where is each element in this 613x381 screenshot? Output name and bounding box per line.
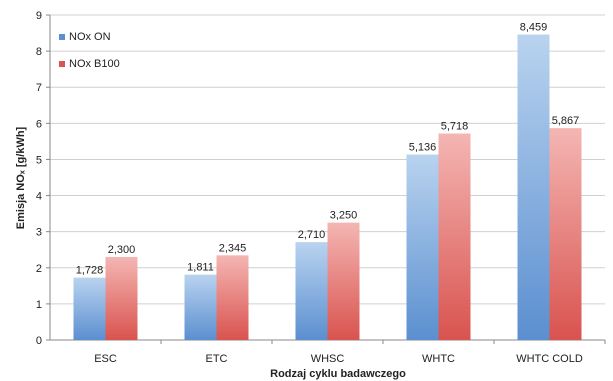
legend-label: NOx ON	[69, 31, 111, 43]
data-label: 5,867	[552, 115, 580, 127]
legend: NOx ON NOx B100	[59, 31, 120, 70]
bar-nox-b100	[216, 255, 249, 340]
data-label: 5,718	[441, 121, 469, 133]
y-tick-label: 3	[36, 227, 42, 239]
x-tick-label: WHTC	[422, 353, 455, 365]
bar-nox-on	[517, 34, 550, 341]
data-label: 1,728	[76, 265, 104, 277]
x-tick-label: WHSC	[311, 353, 345, 365]
y-tick-label: 0	[36, 335, 42, 347]
y-tick-label: 9	[36, 10, 42, 22]
data-label: 8,459	[520, 22, 548, 34]
data-label: 1,811	[187, 262, 214, 274]
grid-lines	[50, 14, 605, 305]
x-tick-label: ESC	[94, 353, 117, 365]
data-label: 2,345	[219, 242, 247, 254]
data-label: 2,300	[108, 244, 136, 256]
x-axis-title: Rodzaj cyklu badawczego	[270, 368, 406, 380]
data-label: 2,710	[298, 229, 326, 241]
y-tick-label: 4	[36, 191, 42, 203]
y-tick-label: 8	[36, 46, 42, 58]
y-tick-label: 5	[36, 154, 42, 166]
x-tick-label: ETC	[206, 353, 228, 365]
y-tick-label: 1	[36, 299, 42, 311]
bars	[73, 34, 582, 341]
axes: 0 1 2 3 4 5 6 7 8 9 ESC ETC WHSC WHTC WHTC COLD	[36, 10, 606, 365]
legend-label: NOx B100	[69, 58, 120, 70]
bar-nox-on	[73, 277, 106, 340]
y-tick-label: 2	[36, 263, 42, 275]
legend-swatch	[59, 34, 65, 40]
bar-nox-on	[295, 242, 328, 340]
x-tick-label: WHTC COLD	[516, 353, 583, 365]
bar-nox-b100	[438, 133, 471, 340]
y-tick-label: 6	[36, 118, 42, 130]
bar-nox-b100	[105, 256, 138, 340]
data-label: 3,250	[330, 210, 358, 222]
y-axis-title: Emisja NOₓ [g/kWh]	[15, 126, 27, 229]
bar-nox-b100	[549, 128, 582, 340]
data-labels: 1,728 2,300 1,811 2,345 2,710 3,250 5,136 5,718…	[76, 22, 580, 277]
bar-nox-on	[184, 274, 217, 340]
bar-nox-b100	[327, 222, 360, 340]
bar-nox-on	[406, 154, 439, 340]
data-label: 5,136	[409, 142, 437, 154]
y-tick-label: 7	[36, 82, 42, 94]
legend-swatch	[59, 61, 65, 67]
